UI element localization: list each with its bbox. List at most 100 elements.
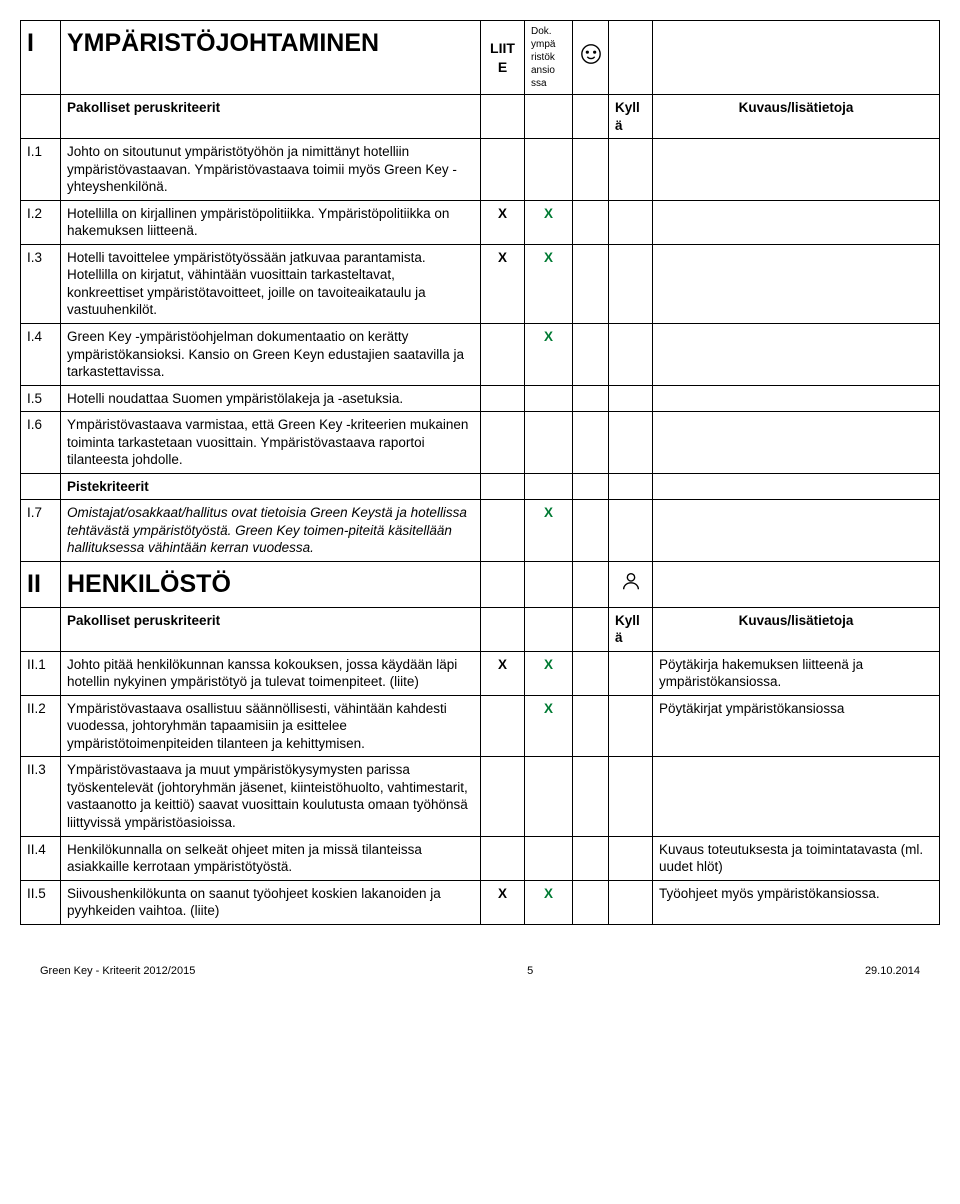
empty bbox=[609, 695, 653, 757]
row-id: I.1 bbox=[21, 139, 61, 201]
row-liite: X bbox=[481, 244, 525, 323]
kuvaus-header: Kuvaus/lisätietoja bbox=[653, 607, 940, 651]
row-desc: Hotellilla on kirjallinen ympäristöpolit… bbox=[61, 200, 481, 244]
empty bbox=[653, 562, 940, 608]
section1-subhead-row: Pakolliset peruskriteerit Kyll ä Kuvaus/… bbox=[21, 95, 940, 139]
footer-center: 5 bbox=[527, 965, 533, 977]
empty bbox=[609, 385, 653, 412]
empty bbox=[573, 412, 609, 474]
empty bbox=[609, 244, 653, 323]
page-footer: Green Key - Kriteerit 2012/2015 5 29.10.… bbox=[20, 965, 940, 977]
row-liite bbox=[481, 385, 525, 412]
row-desc: Ympäristövastaava ja muut ympäristökysym… bbox=[61, 757, 481, 836]
empty bbox=[481, 607, 525, 651]
row-kuvaus bbox=[653, 139, 940, 201]
empty bbox=[573, 200, 609, 244]
row-desc: Hotelli noudattaa Suomen ympäristölakeja… bbox=[61, 385, 481, 412]
section1-header-row: I YMPÄRISTÖJOHTAMINEN LIIT E Dok. ympä r… bbox=[21, 21, 940, 95]
row-dok bbox=[525, 757, 573, 836]
row-kuvaus bbox=[653, 385, 940, 412]
row-liite: X bbox=[481, 880, 525, 924]
row-id: I.7 bbox=[21, 500, 61, 562]
row-kuvaus: Kuvaus toteutuksesta ja toimintatavasta … bbox=[653, 836, 940, 880]
kylla-header: Kyll ä bbox=[609, 607, 653, 651]
row-dok bbox=[525, 412, 573, 474]
row-kuvaus: Pöytäkirjat ympäristökansiossa bbox=[653, 695, 940, 757]
footer-left: Green Key - Kriteerit 2012/2015 bbox=[40, 965, 195, 977]
section2-subhead-row: Pakolliset peruskriteerit Kyll ä Kuvaus/… bbox=[21, 607, 940, 651]
row-kuvaus bbox=[653, 757, 940, 836]
section1-id: I bbox=[21, 21, 61, 95]
piste-label: Pistekriteerit bbox=[61, 473, 481, 500]
empty bbox=[573, 385, 609, 412]
row-dok: X bbox=[525, 651, 573, 695]
empty bbox=[573, 695, 609, 757]
row-kuvaus: Pöytäkirja hakemuksen liitteenä ja ympär… bbox=[653, 651, 940, 695]
row-id: I.4 bbox=[21, 324, 61, 386]
empty bbox=[481, 500, 525, 562]
row-desc: Hotelli tavoittelee ympäristötyössään ja… bbox=[61, 244, 481, 323]
empty bbox=[609, 412, 653, 474]
row-desc: Ympäristövastaava varmistaa, että Green … bbox=[61, 412, 481, 474]
row-liite bbox=[481, 695, 525, 757]
row-id: I.2 bbox=[21, 200, 61, 244]
empty bbox=[609, 200, 653, 244]
empty bbox=[573, 836, 609, 880]
row-liite bbox=[481, 836, 525, 880]
empty bbox=[573, 500, 609, 562]
empty bbox=[609, 139, 653, 201]
col-dok-header: Dok. ympä ristök ansio ssa bbox=[525, 21, 573, 95]
empty bbox=[21, 95, 61, 139]
empty bbox=[609, 324, 653, 386]
empty bbox=[525, 607, 573, 651]
table-row: II.2 Ympäristövastaava osallistuu säännö… bbox=[21, 695, 940, 757]
table-row: I.3 Hotelli tavoittelee ympäristötyössää… bbox=[21, 244, 940, 323]
empty bbox=[21, 473, 61, 500]
row-liite bbox=[481, 139, 525, 201]
criteria-table: I YMPÄRISTÖJOHTAMINEN LIIT E Dok. ympä r… bbox=[20, 20, 940, 925]
kylla-header: Kyll ä bbox=[609, 95, 653, 139]
kuvaus-header: Kuvaus/lisätietoja bbox=[653, 95, 940, 139]
row-kuvaus bbox=[653, 324, 940, 386]
empty bbox=[525, 95, 573, 139]
row-dok: X bbox=[525, 324, 573, 386]
row-dok: X bbox=[525, 695, 573, 757]
table-row: I.1 Johto on sitoutunut ympäristötyöhön … bbox=[21, 139, 940, 201]
section2-icon bbox=[609, 562, 653, 608]
empty bbox=[525, 473, 573, 500]
row-id: II.1 bbox=[21, 651, 61, 695]
row-id: I.5 bbox=[21, 385, 61, 412]
row-id: II.3 bbox=[21, 757, 61, 836]
empty bbox=[481, 95, 525, 139]
row-dok: X bbox=[525, 244, 573, 323]
row-dok bbox=[525, 139, 573, 201]
empty bbox=[653, 473, 940, 500]
col-liite-header: LIIT E bbox=[481, 21, 525, 95]
row-desc: Siivoushenkilökunta on saanut työohjeet … bbox=[61, 880, 481, 924]
row-desc: Green Key -ympäristöohjelman dokumentaat… bbox=[61, 324, 481, 386]
section2-id: II bbox=[21, 562, 61, 608]
section1-subhead: Pakolliset peruskriteerit bbox=[61, 95, 481, 139]
empty bbox=[609, 500, 653, 562]
empty bbox=[481, 562, 525, 608]
row-id: II.5 bbox=[21, 880, 61, 924]
empty bbox=[609, 836, 653, 880]
empty bbox=[573, 473, 609, 500]
table-row: I.2 Hotellilla on kirjallinen ympäristöp… bbox=[21, 200, 940, 244]
row-dok bbox=[525, 836, 573, 880]
row-id: I.6 bbox=[21, 412, 61, 474]
table-row: I.5 Hotelli noudattaa Suomen ympäristöla… bbox=[21, 385, 940, 412]
row-id: II.2 bbox=[21, 695, 61, 757]
table-row: I.7 Omistajat/osakkaat/hallitus ovat tie… bbox=[21, 500, 940, 562]
section2-header-row: II HENKILÖSTÖ bbox=[21, 562, 940, 608]
empty bbox=[653, 21, 940, 95]
row-liite: X bbox=[481, 651, 525, 695]
table-row: II.3 Ympäristövastaava ja muut ympäristö… bbox=[21, 757, 940, 836]
row-desc: Johto pitää henkilökunnan kanssa kokouks… bbox=[61, 651, 481, 695]
row-liite bbox=[481, 757, 525, 836]
footer-right: 29.10.2014 bbox=[865, 965, 920, 977]
empty bbox=[21, 607, 61, 651]
row-desc: Henkilökunnalla on selkeät ohjeet miten … bbox=[61, 836, 481, 880]
empty bbox=[609, 21, 653, 95]
table-row: I.6 Ympäristövastaava varmistaa, että Gr… bbox=[21, 412, 940, 474]
